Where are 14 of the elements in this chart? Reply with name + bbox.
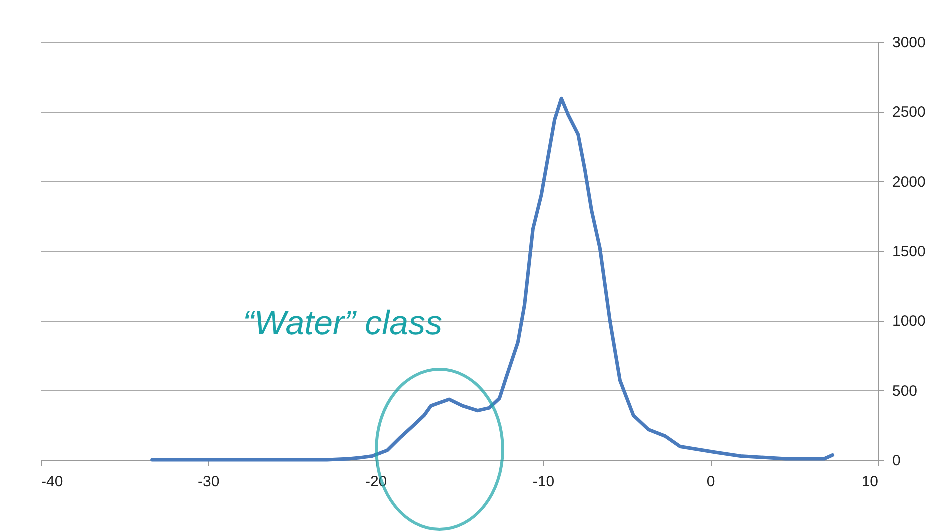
x-tick-label: 0 [706, 474, 716, 490]
y-tick-label: 2500 [892, 104, 926, 122]
y-tick-label: 2000 [892, 174, 926, 191]
y-tick-label: 3000 [892, 34, 926, 52]
y-tick-label: 500 [892, 382, 918, 400]
line-series [150, 96, 835, 462]
x-tick-label: -40 [42, 474, 64, 490]
y-tick-label: 1000 [892, 313, 926, 330]
x-tick-label: -30 [198, 474, 220, 490]
y-tick-label: 0 [892, 452, 901, 470]
x-tick-label: 10 [862, 474, 878, 490]
y-tick-label: 1500 [892, 244, 926, 260]
annotation: “Water” class [242, 304, 443, 342]
x-tick-label: -10 [532, 474, 555, 490]
